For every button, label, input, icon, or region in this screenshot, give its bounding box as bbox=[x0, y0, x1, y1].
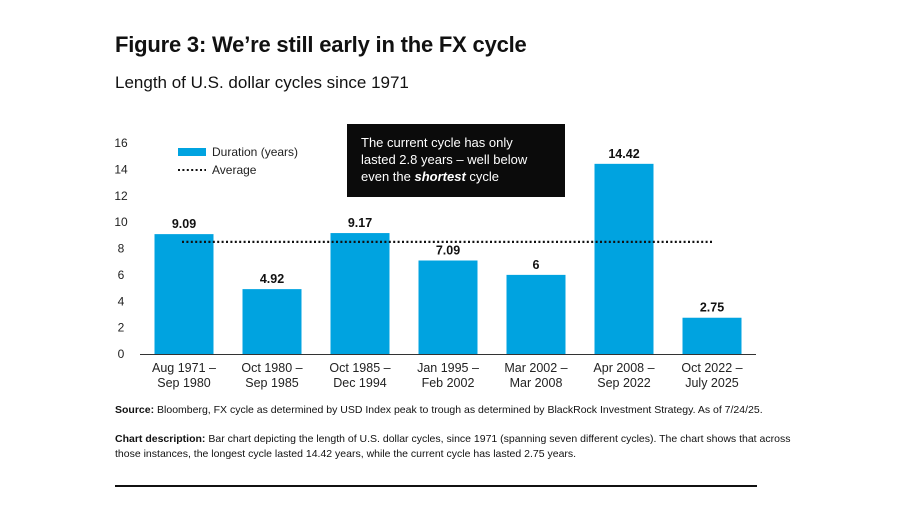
x-tick-label: Dec 1994 bbox=[333, 376, 387, 390]
y-axis: 0 2 4 6 8 10 12 14 16 bbox=[114, 136, 128, 361]
bar-value-label: 9.09 bbox=[172, 217, 196, 231]
bottom-rule bbox=[115, 485, 757, 487]
source-note: Source: Bloomberg, FX cycle as determine… bbox=[115, 404, 805, 416]
description-label: Chart description: bbox=[115, 433, 206, 445]
legend: Duration (years) Average bbox=[178, 145, 298, 177]
bar-value-label: 14.42 bbox=[608, 147, 639, 161]
x-tick-label: Mar 2002 – bbox=[504, 361, 567, 375]
callout-line-2: lasted 2.8 years – well below bbox=[361, 152, 528, 167]
x-tick-label: Feb 2002 bbox=[422, 376, 475, 390]
x-tick-label: Sep 1980 bbox=[157, 376, 211, 390]
x-tick-label: Oct 1980 – bbox=[241, 361, 302, 375]
y-tick-label: 4 bbox=[118, 294, 125, 308]
bar-value-label: 7.09 bbox=[436, 244, 460, 258]
figure-subtitle: Length of U.S. dollar cycles since 1971 bbox=[115, 73, 409, 92]
callout-line-3-prefix: even the bbox=[361, 169, 415, 184]
y-tick-label: 14 bbox=[114, 162, 128, 176]
source-text: Bloomberg, FX cycle as determined by USD… bbox=[157, 404, 763, 416]
bar-value-label: 9.17 bbox=[348, 216, 372, 230]
bar bbox=[418, 260, 478, 354]
figure-title: Figure 3: We’re still early in the FX cy… bbox=[115, 32, 527, 57]
legend-label-average: Average bbox=[212, 163, 257, 177]
source-label: Source: bbox=[115, 404, 155, 416]
x-tick-label: Sep 2022 bbox=[597, 376, 651, 390]
x-tick-label: Jan 1995 – bbox=[417, 361, 479, 375]
y-tick-label: 16 bbox=[114, 136, 128, 150]
bar-value-label: 4.92 bbox=[260, 272, 284, 286]
bar-value-label: 6 bbox=[533, 258, 540, 272]
x-tick-label: Oct 1985 – bbox=[329, 361, 390, 375]
bar bbox=[682, 317, 742, 354]
legend-swatch-duration bbox=[178, 148, 206, 156]
value-labels: 9.09 4.92 9.17 7.09 6 14.42 2.75 bbox=[172, 147, 724, 315]
x-tick-label: Apr 2008 – bbox=[593, 361, 654, 375]
y-tick-label: 8 bbox=[118, 242, 125, 256]
x-axis-labels: Aug 1971 –Sep 1980 Oct 1980 –Sep 1985 Oct … bbox=[152, 361, 743, 390]
y-tick-label: 10 bbox=[114, 215, 128, 229]
chart-description: Chart description: Bar chart depicting t… bbox=[115, 432, 795, 462]
callout-line-1: The current cycle has only bbox=[361, 135, 513, 150]
x-tick-label: July 2025 bbox=[685, 376, 739, 390]
callout-emphasis: shortest bbox=[414, 169, 466, 184]
bar bbox=[242, 289, 302, 354]
y-tick-label: 12 bbox=[114, 189, 128, 203]
bars bbox=[154, 163, 742, 354]
bar-chart: 0 2 4 6 8 10 12 14 16 9.09 4.92 9.17 7.09 6 14.42 2.75… bbox=[114, 136, 756, 390]
callout-line-3-suffix: cycle bbox=[465, 169, 500, 184]
callout-box: The current cycle has only lasted 2.8 ye… bbox=[347, 124, 565, 197]
description-text: Bar chart depicting the length of U.S. d… bbox=[115, 433, 791, 460]
x-tick-label: Mar 2008 bbox=[510, 376, 563, 390]
bar-value-label: 2.75 bbox=[700, 301, 724, 315]
callout-line-3: even the shortest cycle bbox=[361, 168, 555, 185]
bar bbox=[154, 234, 214, 354]
legend-label-duration: Duration (years) bbox=[212, 145, 298, 159]
bar bbox=[594, 163, 654, 354]
y-tick-label: 0 bbox=[118, 347, 125, 361]
x-tick-label: Oct 2022 – bbox=[681, 361, 742, 375]
bar bbox=[506, 274, 566, 354]
y-tick-label: 6 bbox=[118, 268, 125, 282]
bar bbox=[330, 233, 390, 354]
y-tick-label: 2 bbox=[118, 321, 125, 335]
x-tick-label: Aug 1971 – bbox=[152, 361, 216, 375]
x-tick-label: Sep 1985 bbox=[245, 376, 299, 390]
